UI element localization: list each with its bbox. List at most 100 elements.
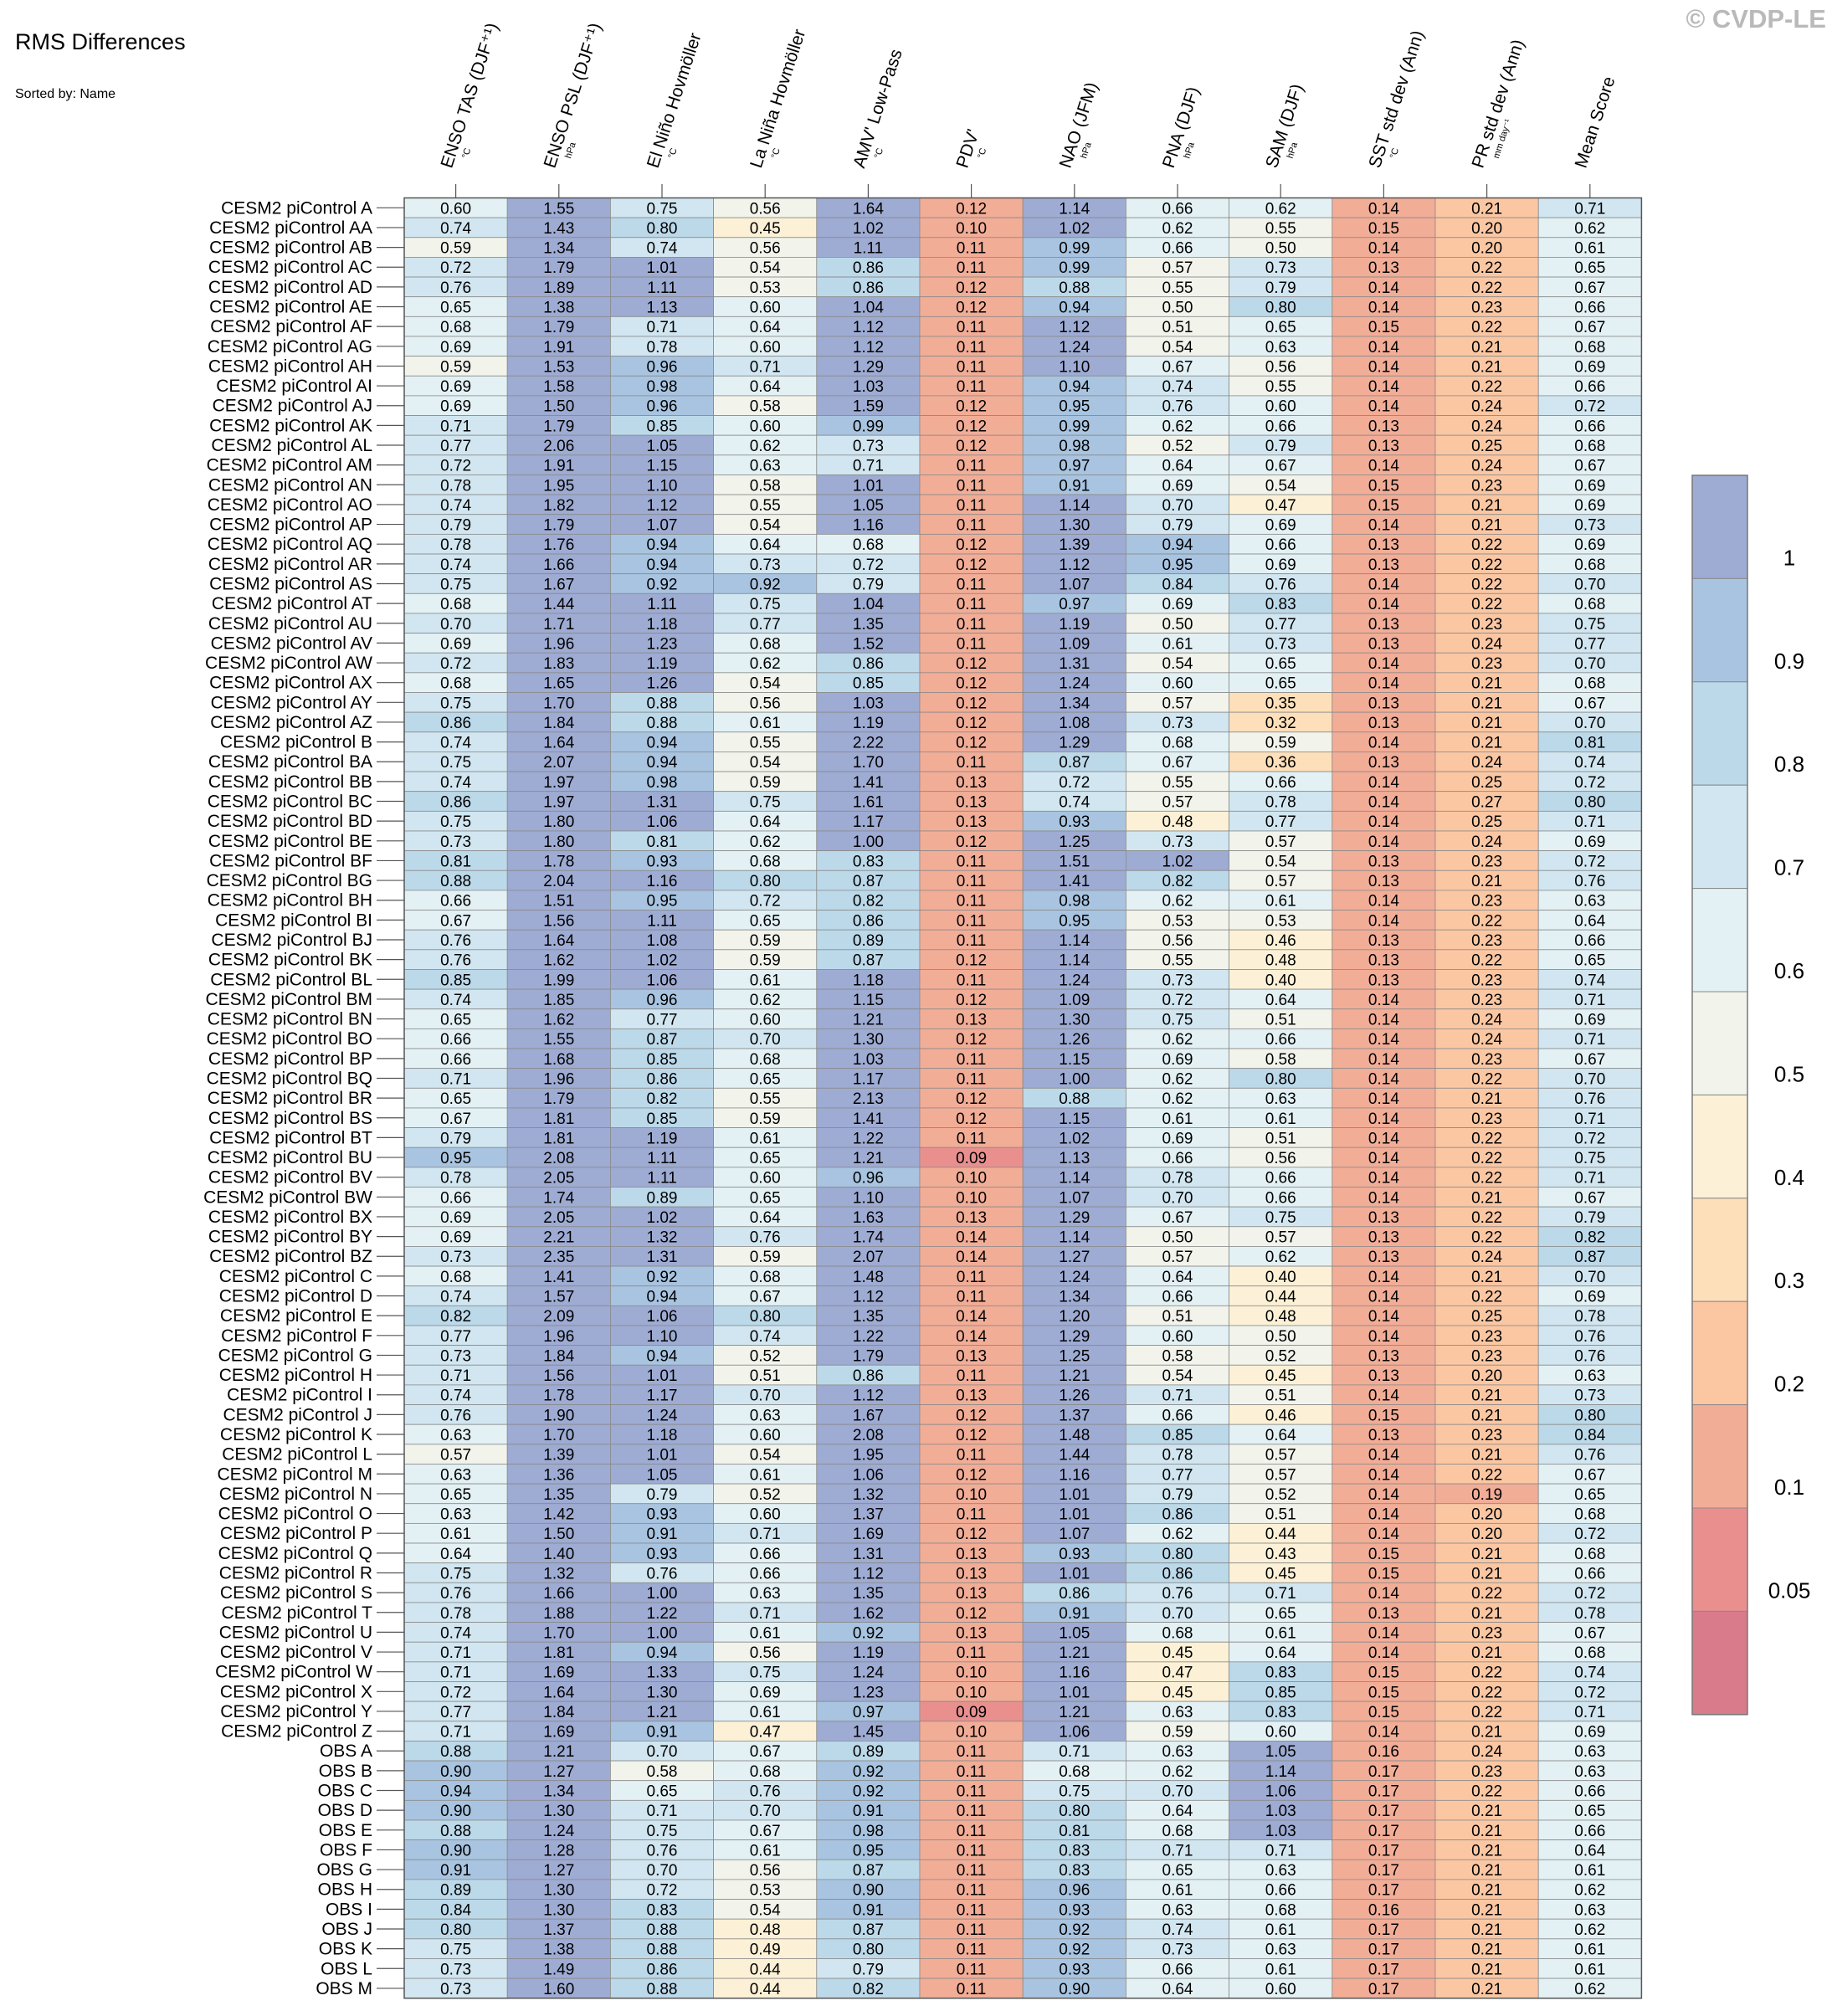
cell-value: 0.23 — [1471, 1051, 1502, 1069]
cell-value: 0.20 — [1471, 1506, 1502, 1524]
cell-value: 0.11 — [957, 912, 987, 930]
cell-value: 0.48 — [1265, 952, 1296, 970]
cell-value: 0.87 — [853, 952, 884, 970]
cell-value: 0.77 — [1265, 813, 1296, 831]
cell-value: 0.24 — [1471, 458, 1502, 475]
cell-value: 0.75 — [1162, 1012, 1193, 1029]
cell-value: 0.51 — [1265, 1506, 1296, 1524]
cell-value: 0.85 — [440, 972, 471, 989]
cell-value: 0.11 — [957, 893, 987, 911]
cell-value: 1.30 — [647, 1684, 678, 1701]
cell-value: 0.87 — [647, 1031, 678, 1049]
cell-value: 1.16 — [647, 873, 678, 890]
cell-value: 0.68 — [1574, 557, 1605, 574]
cell-value: 0.64 — [1265, 1644, 1296, 1662]
row-label: CESM2 piControl BQ — [207, 1069, 372, 1088]
cell-value: 1.18 — [853, 972, 884, 989]
cell-value: 2.06 — [543, 438, 574, 455]
row-label: CESM2 piControl BF — [209, 851, 372, 870]
cell-value: 0.65 — [1265, 1605, 1296, 1623]
cell-value: 0.11 — [957, 458, 987, 475]
cell-value: 0.27 — [1471, 794, 1502, 812]
cell-value: 0.73 — [1265, 635, 1296, 653]
colorbar-label: 0.2 — [1774, 1372, 1804, 1397]
cell-value: 1.80 — [543, 813, 574, 831]
cell-value: 0.12 — [956, 834, 987, 851]
cell-value: 0.13 — [1368, 635, 1399, 653]
cell-value: 0.13 — [956, 1546, 987, 1563]
cell-value: 0.63 — [750, 1585, 781, 1603]
cell-value: 1.19 — [853, 1644, 884, 1662]
cell-value: 1.55 — [543, 1031, 574, 1049]
cell-value: 0.75 — [1574, 616, 1605, 634]
cell-value: 0.12 — [956, 557, 987, 574]
cell-value: 0.67 — [750, 1289, 781, 1306]
cell-value: 1.13 — [647, 300, 678, 317]
cell-value: 1.64 — [543, 932, 574, 950]
cell-value: 2.08 — [543, 1150, 574, 1167]
cell-value: 0.64 — [1265, 992, 1296, 1009]
cell-value: 0.53 — [750, 1882, 781, 1900]
cell-value: 0.75 — [440, 695, 471, 712]
cell-value: 0.80 — [750, 873, 781, 890]
cell-value: 0.15 — [1368, 497, 1399, 515]
cell-value: 0.62 — [1162, 1526, 1193, 1543]
cell-value: 0.88 — [647, 1942, 678, 1959]
cell-value: 0.99 — [1059, 240, 1090, 258]
cell-value: 0.65 — [750, 912, 781, 930]
cell-value: 0.22 — [1471, 1130, 1502, 1147]
cell-value: 1.07 — [1059, 1189, 1090, 1207]
cell-value: 0.11 — [957, 1506, 987, 1524]
cell-value: 0.78 — [440, 1170, 471, 1188]
cell-value: 0.21 — [1471, 200, 1502, 218]
cell-value: 1.58 — [543, 378, 574, 396]
cell-value: 0.11 — [957, 1882, 987, 1900]
cell-value: 0.71 — [1574, 1031, 1605, 1049]
cell-value: 0.62 — [1265, 200, 1296, 218]
cell-value: 0.92 — [1059, 1942, 1090, 1959]
cell-value: 0.15 — [1368, 1684, 1399, 1701]
cell-value: 1.14 — [1059, 1170, 1090, 1188]
cell-value: 0.67 — [1162, 754, 1193, 772]
row-label: OBS E — [319, 1821, 372, 1840]
cell-value: 0.19 — [1471, 1486, 1502, 1504]
cell-value: 0.55 — [1162, 280, 1193, 297]
cell-value: 0.11 — [957, 1803, 987, 1820]
column-unit: °C — [770, 146, 783, 160]
cell-value: 0.70 — [1574, 1269, 1605, 1286]
cell-value: 0.43 — [1265, 1546, 1296, 1563]
cell-value: 1.05 — [647, 1466, 678, 1484]
cell-value: 1.02 — [647, 952, 678, 970]
column-unit: °C — [873, 146, 885, 160]
row-label: CESM2 piControl BL — [210, 970, 372, 989]
cell-value: 0.21 — [1471, 1803, 1502, 1820]
cell-value: 0.87 — [853, 1921, 884, 1939]
cell-value: 0.14 — [1368, 1466, 1399, 1484]
cell-value: 1.35 — [853, 1585, 884, 1603]
colorbar-label: 0.9 — [1774, 649, 1804, 674]
cell-value: 0.73 — [1162, 834, 1193, 851]
cell-value: 0.14 — [1368, 1624, 1399, 1642]
cell-value: 0.15 — [1368, 1565, 1399, 1583]
cell-value: 0.14 — [1368, 834, 1399, 851]
cell-value: 0.61 — [750, 1466, 781, 1484]
cell-value: 1.19 — [1059, 616, 1090, 634]
cell-value: 0.94 — [647, 536, 678, 554]
cell-value: 1.41 — [543, 1269, 574, 1286]
cell-value: 0.63 — [1265, 339, 1296, 357]
cell-value: 0.76 — [440, 932, 471, 950]
cell-value: 1.12 — [853, 1289, 884, 1306]
cell-value: 0.60 — [1265, 398, 1296, 416]
cell-value: 0.69 — [440, 1209, 471, 1227]
cell-value: 0.71 — [1574, 1111, 1605, 1128]
cell-value: 0.57 — [440, 1447, 471, 1465]
cell-value: 1.20 — [1059, 1308, 1090, 1326]
cell-value: 0.71 — [647, 319, 678, 336]
cell-value: 0.52 — [1162, 438, 1193, 455]
row-label: CESM2 piControl BO — [207, 1029, 372, 1049]
cell-value: 0.68 — [1162, 1823, 1193, 1840]
cell-value: 0.91 — [853, 1901, 884, 1919]
row-label: CESM2 piControl BX — [208, 1208, 372, 1227]
cell-value: 0.63 — [1574, 1901, 1605, 1919]
cell-value: 0.11 — [957, 240, 987, 258]
